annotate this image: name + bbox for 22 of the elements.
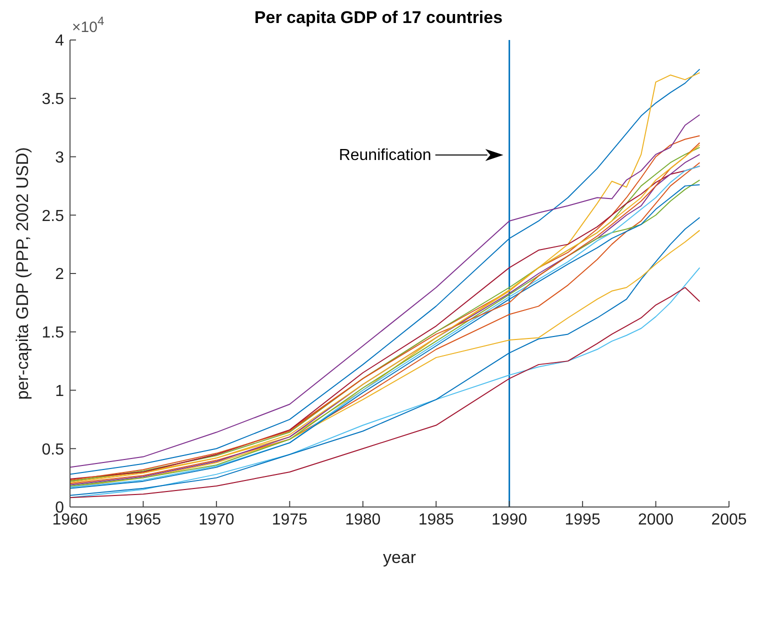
annotation: Reunification (338, 147, 432, 164)
y-tick-label: 3.5 (42, 91, 64, 108)
y-tick-label: 0.5 (42, 441, 64, 458)
chart-title: Per capita GDP of 17 countries (254, 8, 503, 27)
x-tick-label: 2005 (711, 511, 747, 528)
x-tick-label: 1975 (272, 511, 308, 528)
x-tick-label: 1965 (125, 511, 162, 528)
y-tick-label: 4 (55, 32, 64, 50)
text: ×10$^{4}$ (72, 14, 104, 36)
y-tick-label: 1 (55, 382, 64, 400)
x-tick-label: 1970 (198, 511, 234, 528)
x-tick-label: 1995 (564, 511, 600, 528)
x-tick-label: 2000 (638, 511, 674, 528)
x-tick-label: 1980 (345, 511, 381, 528)
y-tick-label: 2 (55, 266, 64, 284)
x-tick-label: 1985 (418, 511, 454, 528)
y-tick-label: 2.5 (42, 208, 64, 225)
x-axis-title: year (382, 548, 416, 567)
y-tick-label: 3 (55, 149, 64, 166)
y-axis-title: per-capita GDP (PPP, 2002 USD) (13, 147, 32, 400)
y-tick-label: 1.5 (42, 324, 64, 342)
x-tick-label: 1990 (492, 511, 528, 528)
